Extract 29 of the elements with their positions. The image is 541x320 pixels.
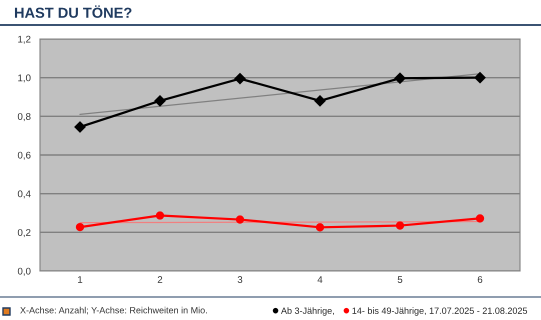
y-tick-label: 0,6 [18, 152, 31, 160]
x-tick-label: 4 [318, 276, 322, 283]
text: X-Achse: Anzahl; Y-Achse: Reichweiten in Mio. [20, 306, 207, 314]
point [234, 73, 246, 84]
point [236, 215, 244, 224]
y-tick-label: 0,0 [18, 268, 31, 276]
y-tick-label: 0,4 [18, 190, 31, 198]
point [154, 95, 166, 106]
point [76, 222, 84, 232]
legend-label: Ab 3-Jährige, [280, 307, 334, 316]
point [316, 223, 324, 232]
y-tick-label: 1,2 [18, 36, 30, 44]
point [474, 72, 486, 84]
y-tick-label: 0,2 [18, 229, 30, 238]
chart-title: HAST DU TÖNE? [14, 5, 132, 18]
x-tick-label: 6 [478, 276, 482, 283]
y-tick-label: 1,0 [18, 74, 31, 82]
point [476, 214, 484, 223]
x-tick-label: 3 [238, 276, 242, 283]
point [74, 121, 86, 133]
point [314, 95, 326, 106]
x-tick-label: 2 [158, 276, 162, 283]
y-tick-label: 0,8 [18, 113, 31, 122]
point [394, 72, 406, 84]
point [396, 221, 404, 230]
x-tick-label: 1 [78, 276, 82, 283]
x-tick-label: 5 [398, 276, 402, 283]
point [156, 211, 164, 220]
legend-label: 14- bis 49-Jährige, 17.07.2025 - 21.08.2025 [352, 307, 528, 316]
